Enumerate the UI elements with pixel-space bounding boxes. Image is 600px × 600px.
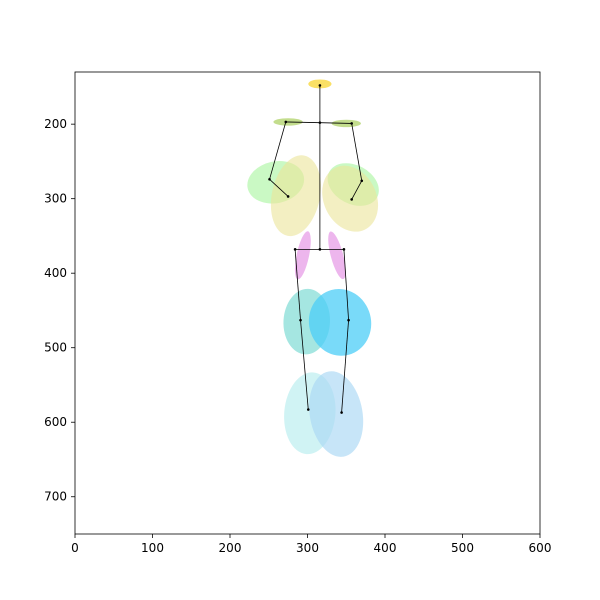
bone-left-elbow-to-left-wrist [269, 179, 289, 197]
keypoint-right-wrist [350, 198, 353, 201]
left-forearm-ellipse [270, 155, 321, 237]
keypoint-right-elbow [360, 179, 364, 183]
x-tick-label: 300 [296, 541, 319, 555]
keypoint-right-knee [347, 318, 350, 322]
x-tick-label: 500 [451, 541, 474, 555]
keypoint-left-knee [299, 318, 302, 322]
plot-area [247, 79, 379, 457]
bone-neck-to-left-shoulder [285, 121, 320, 124]
bone-neck-to-right-shoulder [319, 122, 352, 124]
keypoint-right-hip [342, 248, 346, 251]
keypoint-right-ankle [340, 411, 343, 414]
bone-right-shoulder-to-right-elbow [351, 123, 363, 181]
x-tick-label: 600 [529, 541, 552, 555]
x-tick-label: 0 [71, 541, 79, 555]
right-thigh-ellipse [308, 289, 372, 356]
keypoint-left-wrist [286, 195, 290, 198]
keypoint-left-elbow [268, 178, 271, 181]
y-tick-label: 700 [44, 490, 67, 504]
right-shin-ellipse [309, 371, 364, 457]
bone-left-hip-to-left-knee [294, 249, 301, 321]
right-hip-ellipse [328, 231, 346, 280]
bone-left-knee-to-left-ankle [300, 320, 309, 410]
bone-left-shoulder-to-left-elbow [269, 121, 287, 180]
head-ellipse [308, 79, 332, 89]
axes: 0 100 200 300 400 500 600 200 300 400 500 600 700 [44, 71, 552, 555]
y-tick-label: 600 [44, 415, 67, 429]
right-forearm-ellipse [322, 165, 379, 232]
keypoint-left-hip [293, 248, 297, 251]
bone-right-hip-to-right-knee [343, 249, 349, 321]
bone-right-knee-to-right-ankle [341, 320, 349, 413]
x-tick-label: 100 [141, 541, 164, 555]
keypoint-neck [318, 121, 322, 124]
y-tick-label: 500 [44, 341, 67, 355]
bone-right-elbow-to-right-wrist [351, 180, 363, 200]
x-tick-label: 200 [219, 541, 242, 555]
keypoint-head [318, 84, 322, 87]
y-tick-label: 300 [44, 192, 67, 206]
keypoint-left-shoulder [284, 120, 288, 124]
x-tick-label: 400 [374, 541, 397, 555]
keypoint-left-ankle [306, 408, 310, 411]
y-tick-label: 200 [44, 117, 67, 131]
y-tick-label: 400 [44, 266, 67, 280]
keypoint-right-shoulder [350, 122, 353, 125]
keypoint-pelvis [318, 248, 322, 251]
left-hip-ellipse [294, 231, 311, 280]
